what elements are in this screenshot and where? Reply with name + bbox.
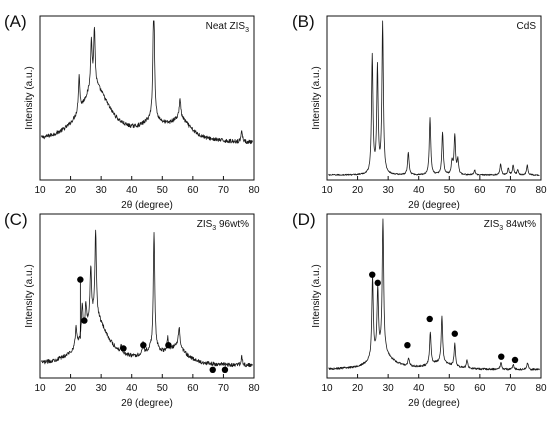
- x-tick-label: 20: [65, 383, 77, 394]
- y-axis-title: Intensity (a.u.): [24, 66, 35, 129]
- x-tick-label: 60: [474, 185, 486, 196]
- x-tick-label: 50: [157, 383, 169, 394]
- x-axis-title: 2θ (degree): [121, 200, 173, 211]
- x-tick-label: 80: [248, 185, 260, 196]
- x-tick-label: 70: [505, 185, 517, 196]
- x-axis-title: 2θ (degree): [408, 398, 460, 409]
- x-tick-label: 80: [248, 383, 260, 394]
- x-tick-label: 80: [535, 185, 547, 196]
- xrd-pattern: [328, 218, 540, 371]
- x-tick-label: 30: [96, 185, 108, 196]
- xrd-pattern: [328, 20, 540, 176]
- cds-peak-marker: [120, 345, 127, 352]
- sample-name: ZIS3 96wt%: [197, 219, 249, 232]
- x-tick-label: 70: [218, 383, 230, 394]
- cds-peak-marker: [81, 317, 88, 324]
- y-axis-title: Intensity (a.u.): [311, 66, 322, 129]
- x-tick-label: 40: [126, 185, 138, 196]
- x-tick-label: 10: [321, 185, 333, 196]
- plot-frame: [326, 213, 542, 379]
- cds-peak-marker: [369, 271, 376, 278]
- x-tick-label: 10: [34, 185, 46, 196]
- cds-peak-marker: [404, 342, 411, 349]
- x-tick-label: 70: [218, 185, 230, 196]
- sample-name: ZIS3 84wt%: [484, 219, 536, 232]
- x-tick-label: 60: [474, 383, 486, 394]
- panel-c: 10 20 30 40 50 60 70 80 2θ (degree) Intensity (a.…: [4, 210, 260, 409]
- cds-peak-marker: [77, 276, 84, 283]
- panel-letter: (A): [4, 12, 27, 31]
- cds-peak-marker: [140, 342, 147, 349]
- x-tick-label: 50: [444, 185, 456, 196]
- panel-b: 10 20 30 40 50 60 70 80 2θ (degree) Intensity (a.…: [292, 12, 547, 211]
- x-tick-label: 30: [383, 185, 395, 196]
- panel-letter: (B): [292, 12, 315, 31]
- x-tick-label: 70: [505, 383, 517, 394]
- x-tick-label: 30: [383, 383, 395, 394]
- xrd-pattern: [41, 229, 253, 368]
- cds-peak-marker: [511, 356, 519, 364]
- panel-letter: (C): [4, 210, 28, 229]
- panel-letter: (D): [292, 210, 316, 229]
- sample-name: Neat ZIS3: [206, 21, 249, 34]
- plot-frame: [326, 15, 542, 181]
- plot-frame: [39, 15, 255, 181]
- cds-peak-marker: [451, 330, 458, 337]
- x-axis-title: 2θ (degree): [408, 200, 460, 211]
- x-tick-label: 10: [321, 383, 333, 394]
- x-tick-label: 50: [157, 185, 169, 196]
- cds-peak-marker: [209, 366, 216, 373]
- x-tick-label: 20: [352, 383, 364, 394]
- x-axis-title: 2θ (degree): [121, 398, 173, 409]
- panel-d: 10 20 30 40 50 60 70 80 2θ (degree) Intensity (a.…: [292, 210, 547, 409]
- x-tick-label: 80: [535, 383, 547, 394]
- cds-peak-marker: [498, 353, 505, 360]
- x-tick-label: 60: [187, 383, 199, 394]
- x-tick-label: 40: [413, 185, 425, 196]
- x-tick-label: 40: [126, 383, 138, 394]
- x-tick-label: 10: [34, 383, 46, 394]
- xrd-pattern: [41, 20, 253, 145]
- sample-name: CdS: [517, 21, 537, 32]
- panel-a: 10 20 30 40 50 60 70 80 2θ (degree) Intensity (a.…: [4, 12, 260, 211]
- y-axis-title: Intensity (a.u.): [24, 264, 35, 327]
- x-tick-label: 30: [96, 383, 108, 394]
- cds-peak-marker: [165, 342, 172, 349]
- x-tick-label: 20: [65, 185, 77, 196]
- x-tick-label: 20: [352, 185, 364, 196]
- cds-peak-marker: [221, 366, 229, 373]
- y-axis-title: Intensity (a.u.): [311, 264, 322, 327]
- x-tick-label: 50: [444, 383, 456, 394]
- x-tick-label: 40: [413, 383, 425, 394]
- x-tick-label: 60: [187, 185, 199, 196]
- plot-frame: [39, 213, 255, 379]
- cds-peak-marker: [426, 315, 433, 323]
- cds-peak-marker: [374, 279, 381, 287]
